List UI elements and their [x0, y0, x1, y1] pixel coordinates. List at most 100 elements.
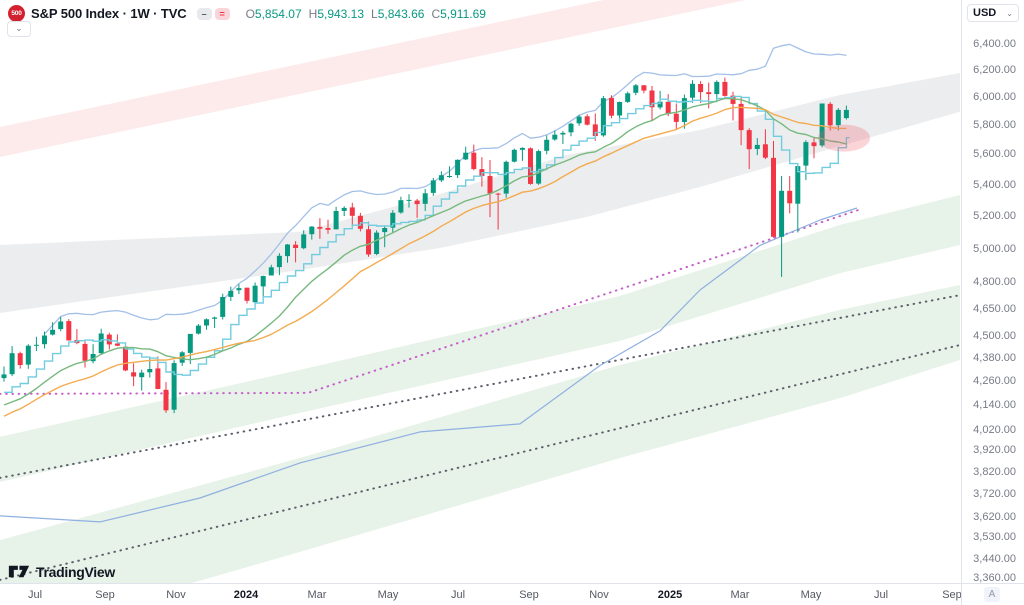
candle-body	[455, 159, 461, 176]
candle-body	[390, 212, 396, 228]
candle-body	[487, 176, 493, 194]
candle-body	[430, 180, 436, 193]
candle-body	[123, 346, 128, 371]
candle-body	[171, 363, 177, 410]
candle-body	[787, 190, 793, 204]
candle-body	[762, 144, 768, 158]
candle-body	[714, 81, 720, 95]
candle-body	[503, 161, 509, 194]
candle-body	[9, 353, 15, 375]
close-value: 5,911.69	[440, 6, 486, 21]
price-tick: 6,400.00	[973, 38, 1016, 50]
candle-body	[17, 353, 23, 365]
gray-channel-zone	[0, 73, 960, 313]
candle-body	[139, 372, 145, 378]
price-tick: 3,530.00	[973, 531, 1016, 543]
pink-channel-zone	[0, 0, 746, 157]
candle-body	[301, 234, 307, 249]
legend-collapse-button[interactable]: ⌄	[7, 21, 31, 37]
open-value: 5,854.07	[254, 6, 302, 21]
time-tick-month: Nov	[166, 589, 186, 601]
candle-body	[66, 321, 72, 341]
candle-body	[471, 152, 477, 170]
price-tick: 3,440.00	[973, 553, 1016, 565]
time-tick-year: 2025	[657, 589, 683, 601]
candle-body	[706, 92, 712, 95]
candle-body	[584, 116, 590, 125]
price-axis[interactable]: 6,400.00 6,200.00 6,000.00 5,800.00 5,600.00…	[961, 0, 1024, 584]
price-tick: 4,500.00	[973, 330, 1016, 342]
candle-body	[252, 285, 258, 303]
tradingview-logo[interactable]: TradingView	[8, 563, 115, 580]
candle-body	[722, 81, 728, 96]
candle-body	[811, 142, 817, 147]
time-tick-month: Jul	[873, 589, 889, 601]
candle-body	[576, 116, 582, 124]
candle-body	[309, 226, 315, 235]
price-tick: 5,400.00	[973, 179, 1016, 191]
price-tick: 3,920.00	[973, 444, 1016, 456]
candle-body	[293, 244, 299, 248]
candle-body	[633, 85, 639, 93]
orange-ma	[3, 106, 847, 417]
candle-body	[187, 333, 193, 353]
candle-body	[1, 374, 7, 379]
lower-green-channel-zone	[0, 285, 960, 583]
symbol-title[interactable]: S&P 500 Index · 1W · TVC	[31, 6, 187, 21]
candle-body	[746, 130, 752, 150]
candle-body	[244, 287, 250, 301]
candle-body	[617, 102, 623, 116]
candle-body	[754, 144, 760, 149]
candle-body	[609, 97, 614, 116]
price-tick: 5,800.00	[973, 119, 1016, 131]
price-tick: 6,200.00	[973, 64, 1016, 76]
candle-body	[268, 267, 274, 276]
candle-body	[625, 93, 631, 102]
candle-body	[406, 199, 412, 201]
auto-scale-button[interactable]: A	[984, 587, 1000, 602]
currency-label: USD	[973, 7, 997, 19]
highlight-ellipse	[818, 124, 870, 152]
mid-green-channel-zone	[0, 195, 960, 482]
price-tick: 4,380.00	[973, 352, 1016, 364]
symbol-logo-icon: 500	[8, 5, 25, 22]
candle-body	[228, 290, 234, 297]
price-tick: 4,020.00	[973, 424, 1016, 436]
green-ma	[3, 97, 847, 406]
axis-corner: A	[961, 583, 1024, 605]
candle-body	[204, 319, 209, 326]
high-value: 5,943.13	[317, 6, 365, 21]
price-tick: 3,620.00	[973, 511, 1016, 523]
legend-toggle-chip[interactable]: –	[196, 7, 212, 20]
candle-body	[730, 95, 736, 104]
price-chart-canvas[interactable]	[0, 0, 961, 583]
candle-body	[42, 335, 47, 345]
price-tick: 5,000.00	[973, 243, 1016, 255]
candle-body	[349, 207, 355, 216]
candle-body	[835, 109, 841, 126]
candle-body	[665, 101, 671, 115]
time-tick-month: May	[377, 589, 399, 601]
price-tick: 4,650.00	[973, 303, 1016, 315]
candle-body	[276, 255, 282, 268]
candle-body	[285, 244, 290, 257]
time-axis[interactable]: Jul Sep Nov 2024 Mar May Jul Sep Nov 2025 Mar May Ju…	[0, 583, 962, 605]
candle-body	[600, 98, 606, 136]
candle-body	[560, 132, 566, 135]
price-tick: 5,200.00	[973, 210, 1016, 222]
candle-body	[195, 325, 201, 334]
candle-body	[25, 345, 31, 365]
time-tick-year: 2024	[233, 589, 259, 601]
candle-body	[33, 344, 39, 346]
candle-body	[779, 190, 785, 237]
tradingview-glyph-icon	[8, 565, 30, 578]
candle-body	[641, 85, 647, 91]
candle-body	[657, 101, 663, 108]
price-tick: 3,720.00	[973, 488, 1016, 500]
legend-flag-chip[interactable]: =	[214, 7, 230, 20]
currency-selector[interactable]: USD ⌄	[967, 4, 1019, 22]
long-term-ma	[0, 207, 858, 523]
candle-body	[325, 228, 331, 230]
high-label: H	[308, 6, 318, 21]
